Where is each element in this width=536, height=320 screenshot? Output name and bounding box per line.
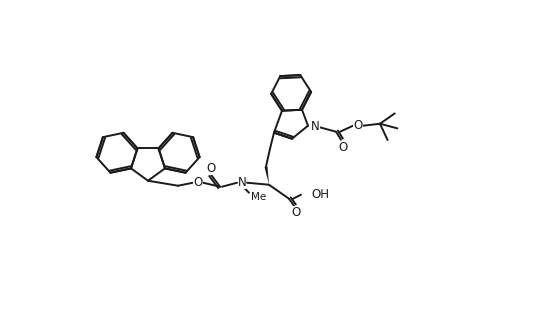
- Text: O: O: [193, 176, 203, 189]
- Text: N: N: [311, 120, 320, 133]
- Text: Me: Me: [251, 192, 266, 202]
- Polygon shape: [265, 166, 269, 185]
- Text: N: N: [237, 176, 247, 189]
- Text: O: O: [206, 162, 215, 175]
- Text: O: O: [292, 206, 301, 219]
- Text: O: O: [338, 141, 348, 154]
- Text: OH: OH: [311, 188, 329, 201]
- Text: O: O: [353, 119, 363, 132]
